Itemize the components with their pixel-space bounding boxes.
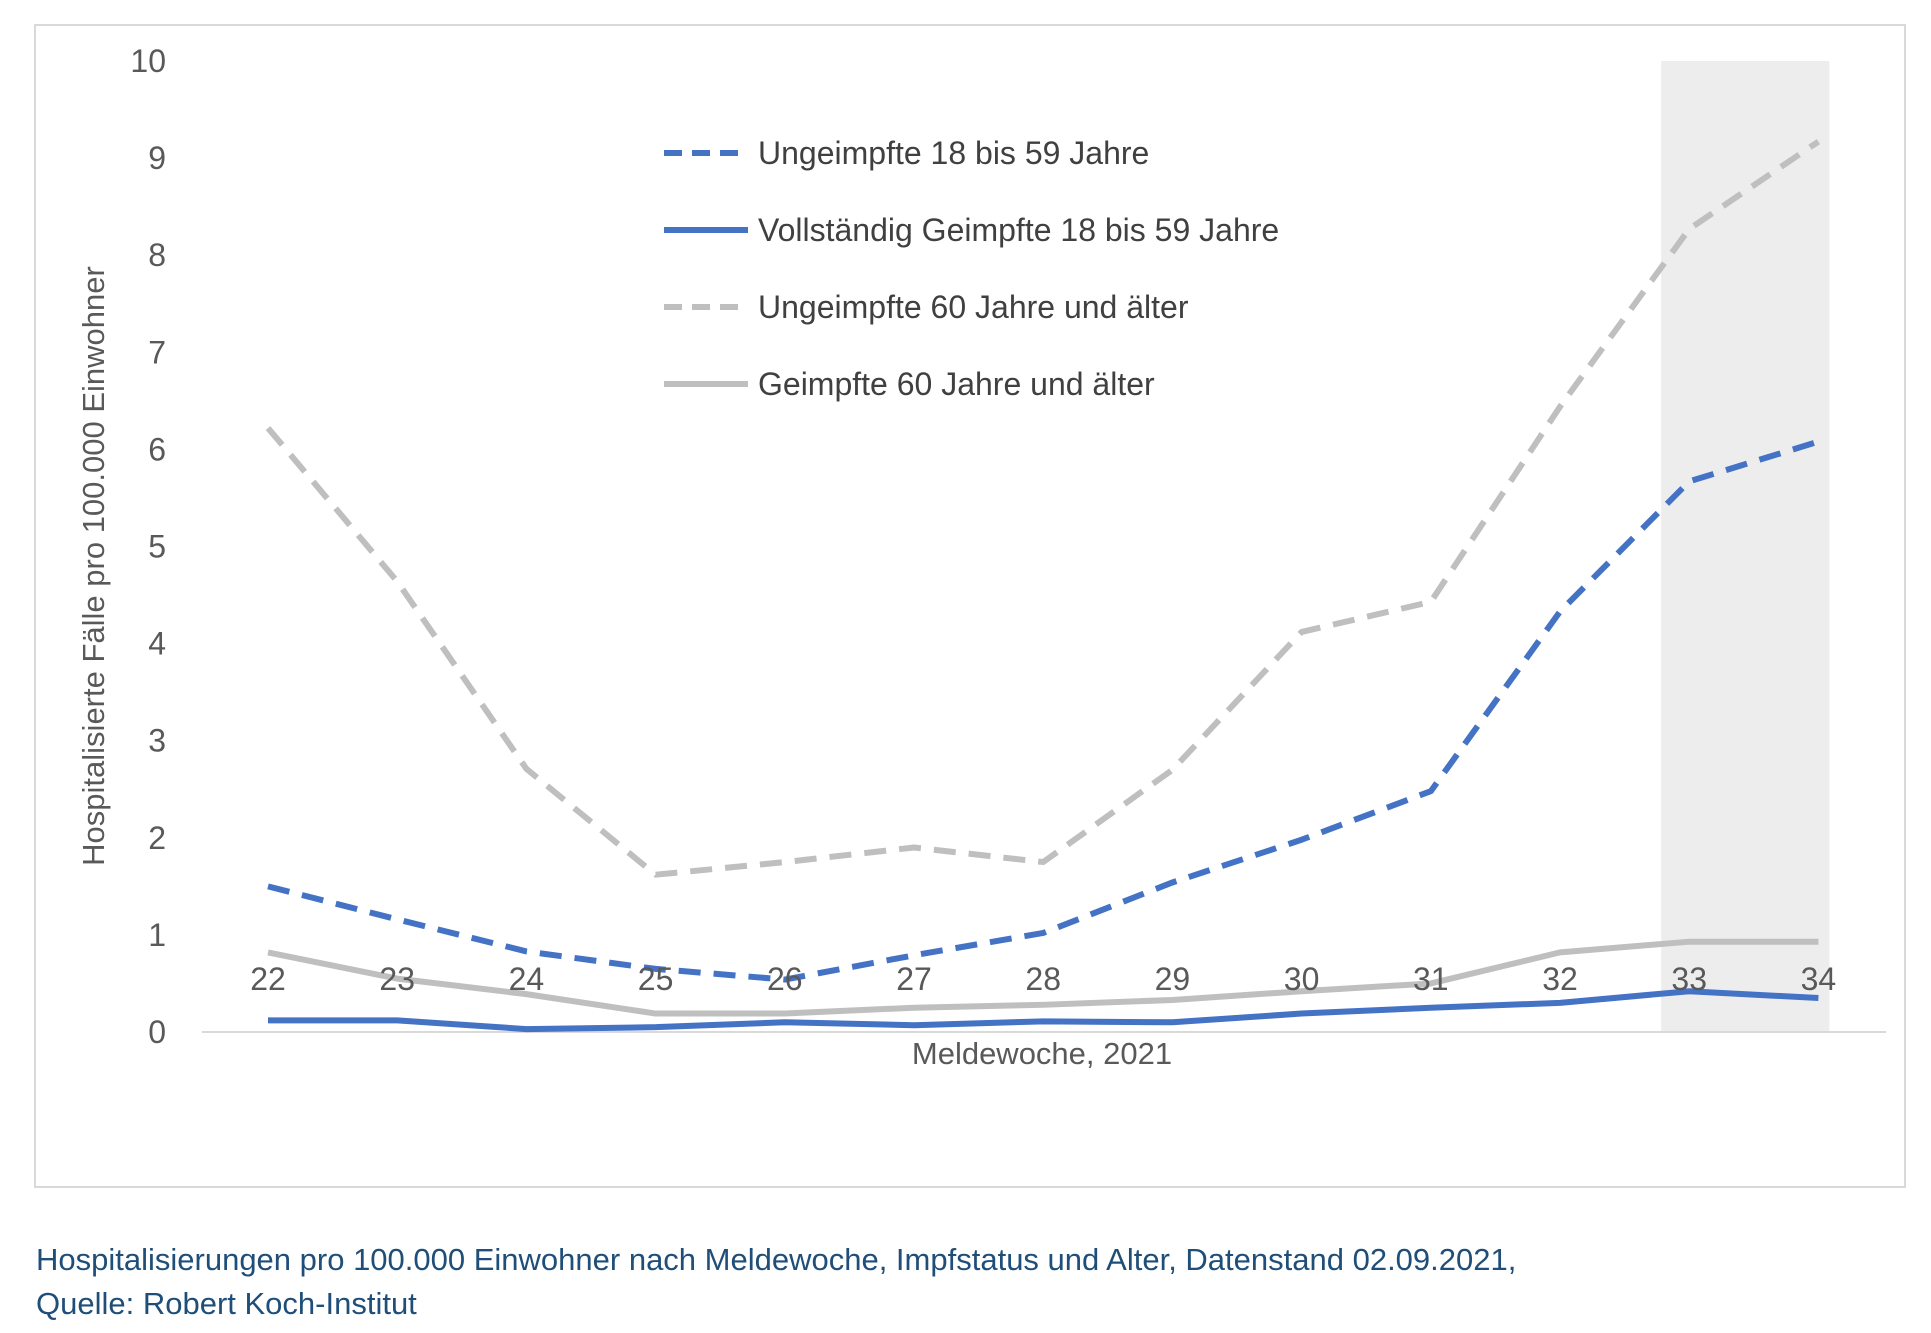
y-tick-label: 0 xyxy=(148,1014,166,1050)
y-tick-label: 4 xyxy=(148,626,166,662)
y-tick-label: 9 xyxy=(148,140,166,176)
x-tick-label: 24 xyxy=(509,961,545,997)
x-tick-label: 28 xyxy=(1025,961,1061,997)
x-tick-label: 22 xyxy=(250,961,286,997)
y-axis-title: Hospitalisierte Fälle pro 100.000 Einwoh… xyxy=(76,266,111,866)
x-tick-label: 25 xyxy=(638,961,674,997)
figure-caption: Hospitalisierungen pro 100.000 Einwohner… xyxy=(36,1238,1896,1326)
x-tick-label: 29 xyxy=(1155,961,1191,997)
legend-label: Ungeimpfte 60 Jahre und älter xyxy=(758,289,1189,325)
legend-label: Vollständig Geimpfte 18 bis 59 Jahre xyxy=(758,212,1279,248)
x-tick-label: 30 xyxy=(1284,961,1320,997)
legend-label: Geimpfte 60 Jahre und älter xyxy=(758,366,1155,402)
chart-frame: 0 1 2 3 4 5 6 7 8 9 10 22 23 24 25 26 27 28 29 30 31 32 33 34 … xyxy=(34,24,1906,1188)
y-tick-label: 3 xyxy=(148,723,166,759)
x-tick-label: 33 xyxy=(1671,961,1707,997)
series-line xyxy=(267,438,1820,983)
x-tick-label: 31 xyxy=(1413,961,1449,997)
y-tick-label: 1 xyxy=(148,917,166,953)
y-tick-label: 7 xyxy=(148,334,166,370)
y-tick-label: 2 xyxy=(148,820,166,856)
x-tick-label: 32 xyxy=(1542,961,1578,997)
y-tick-label: 10 xyxy=(130,43,166,79)
x-tick-label: 34 xyxy=(1801,961,1837,997)
caption-line-1: Hospitalisierungen pro 100.000 Einwohner… xyxy=(36,1242,1517,1277)
x-tick-label: 23 xyxy=(379,961,415,997)
highlight-band xyxy=(1661,61,1830,1032)
legend-label: Ungeimpfte 18 bis 59 Jahre xyxy=(758,135,1149,171)
x-tick-label: 27 xyxy=(896,961,932,997)
x-tick-label: 26 xyxy=(767,961,803,997)
x-axis-title: Meldewoche, 2021 xyxy=(912,1036,1172,1071)
series-line xyxy=(265,139,1821,878)
caption-line-2: Quelle: Robert Koch-Institut xyxy=(36,1286,417,1321)
y-tick-label: 6 xyxy=(148,431,166,467)
y-tick-label: 5 xyxy=(148,529,166,565)
y-tick-label: 8 xyxy=(148,237,166,273)
